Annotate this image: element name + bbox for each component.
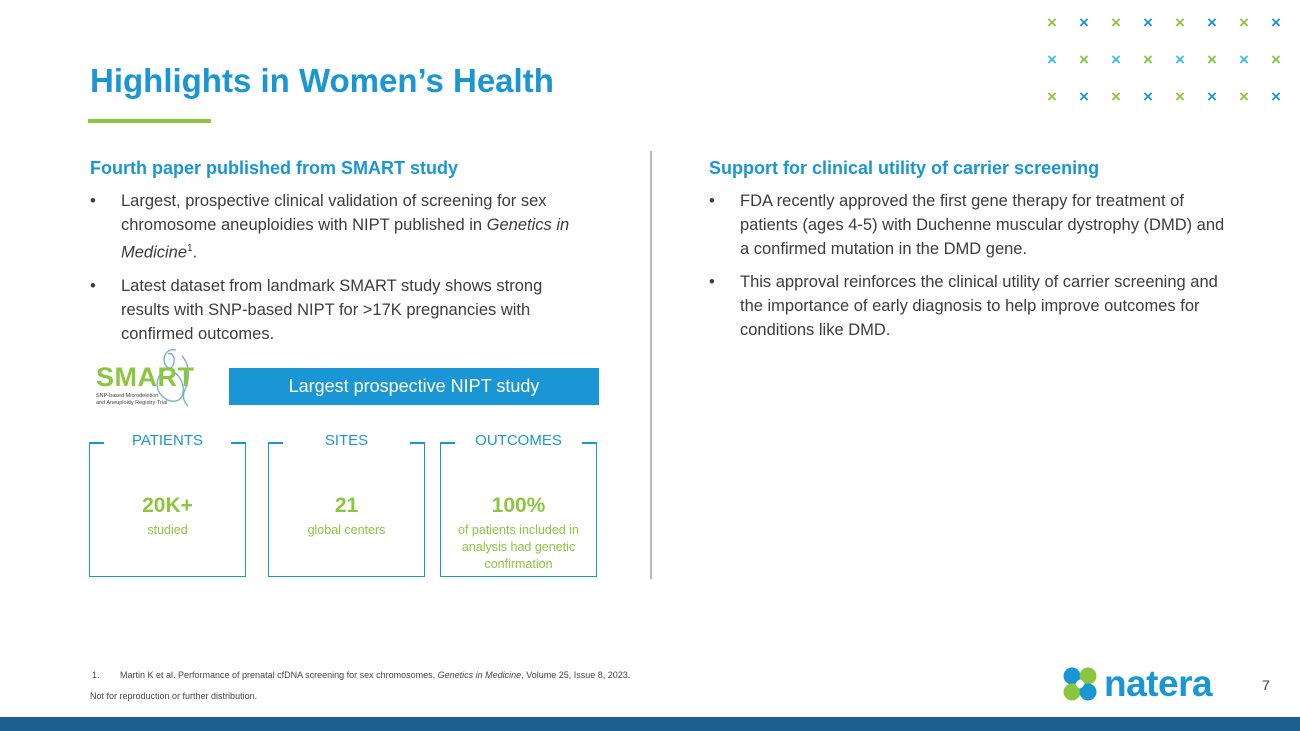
x-mark-icon: × xyxy=(1047,87,1057,106)
smart-study-logo: SMART SNP-based Microdeletion and Aneupl… xyxy=(94,346,214,408)
stat-label: SITES xyxy=(324,432,369,449)
stat-description: of patients included in analysis had gen… xyxy=(458,523,579,571)
x-mark-icon: × xyxy=(1207,87,1217,106)
x-mark-icon: × xyxy=(1239,87,1249,106)
smart-subtitle-line1: SNP-based Microdeletion xyxy=(96,393,159,399)
mother-silhouette-icon xyxy=(156,349,189,407)
x-mark-icon: × xyxy=(1271,87,1281,106)
smart-subtitle-line2: and Aneuploidy Registry Trial xyxy=(96,400,168,406)
left-bullet-2: Latest dataset from landmark SMART study… xyxy=(90,274,590,346)
bottom-bar xyxy=(0,717,1300,731)
footnote-journal: Genetics in Medicine xyxy=(437,670,522,680)
x-mark-icon: × xyxy=(1143,13,1153,32)
x-row: × × × × × × × × xyxy=(1036,14,1292,51)
left-bullet-1: Largest, prospective clinical validation… xyxy=(90,189,590,265)
x-row: × × × × × × × × xyxy=(1036,88,1292,125)
title-underline xyxy=(88,119,211,123)
stat-label: PATIENTS xyxy=(131,432,204,449)
bullet-text-end: . xyxy=(192,243,198,262)
x-mark-icon: × xyxy=(1207,50,1217,69)
x-mark-icon: × xyxy=(1079,87,1089,106)
stat-value: 20K+ xyxy=(142,494,193,517)
x-mark-icon: × xyxy=(1111,50,1121,69)
footnote-text-end: , Volume 25, Issue 8, 2023. xyxy=(521,670,631,680)
decorative-x-pattern: × × × × × × × × × × × × × × × × × × × × × × × × xyxy=(1036,14,1292,125)
natera-clover-icon xyxy=(1063,667,1097,701)
right-section-heading: Support for clinical utility of carrier … xyxy=(709,158,1100,178)
left-section-heading: Fourth paper published from SMART study xyxy=(90,158,458,178)
stat-value: 21 xyxy=(334,494,359,517)
x-mark-icon: × xyxy=(1271,13,1281,32)
column-divider xyxy=(650,151,652,579)
x-mark-icon: × xyxy=(1047,50,1057,69)
x-mark-icon: × xyxy=(1271,50,1281,69)
x-mark-icon: × xyxy=(1047,13,1057,32)
footnote-ref: 1 xyxy=(187,243,193,254)
stat-box-outcomes: OUTCOMES 100% of patients included in an… xyxy=(440,432,597,577)
x-mark-icon: × xyxy=(1111,13,1121,32)
stat-box-patients: PATIENTS 20K+ studied xyxy=(89,432,246,577)
right-bullet-2: This approval reinforces the clinical ut… xyxy=(709,270,1229,342)
bullet-text: Largest, prospective clinical validation… xyxy=(121,192,547,234)
x-mark-icon: × xyxy=(1207,13,1217,32)
x-mark-icon: × xyxy=(1079,50,1089,69)
stat-label: OUTCOMES xyxy=(475,432,562,449)
disclaimer: Not for reproduction or further distribu… xyxy=(90,691,258,701)
x-mark-icon: × xyxy=(1175,13,1185,32)
right-bullet-1: FDA recently approved the first gene the… xyxy=(709,189,1229,261)
footnote: 1. Martin K et al. Performance of prenata… xyxy=(90,670,630,680)
natera-wordmark: natera xyxy=(1104,663,1213,704)
stat-value: 100% xyxy=(491,494,546,517)
x-mark-icon: × xyxy=(1239,50,1249,69)
left-bullet-list: Largest, prospective clinical validation… xyxy=(90,189,590,355)
x-mark-icon: × xyxy=(1079,13,1089,32)
stat-description: global centers xyxy=(307,523,386,537)
x-mark-icon: × xyxy=(1175,87,1185,106)
smart-logo-word: SMART xyxy=(96,362,195,392)
journal-name: Genetics in Medicine xyxy=(121,216,570,262)
footnote-number: 1. xyxy=(92,670,100,680)
x-mark-icon: × xyxy=(1239,13,1249,32)
stat-description: studied xyxy=(147,523,188,537)
natera-logo: natera xyxy=(1062,663,1213,704)
slide-title: Highlights in Women’s Health xyxy=(90,62,554,99)
stat-box-sites: SITES 21 global centers xyxy=(268,432,425,577)
smart-logo-subtitle: SNP-based Microdeletion and Aneuploidy R… xyxy=(96,393,167,407)
page-number: 7 xyxy=(1262,677,1270,693)
x-row: × × × × × × × × xyxy=(1036,51,1292,88)
x-mark-icon: × xyxy=(1175,50,1185,69)
right-bullet-list: FDA recently approved the first gene the… xyxy=(709,189,1229,351)
x-mark-icon: × xyxy=(1143,50,1153,69)
x-mark-icon: × xyxy=(1111,87,1121,106)
study-banner: Largest prospective NIPT study xyxy=(229,368,599,405)
x-mark-icon: × xyxy=(1143,87,1153,106)
footnote-text: Martin K et al. Performance of prenatal … xyxy=(120,670,438,680)
